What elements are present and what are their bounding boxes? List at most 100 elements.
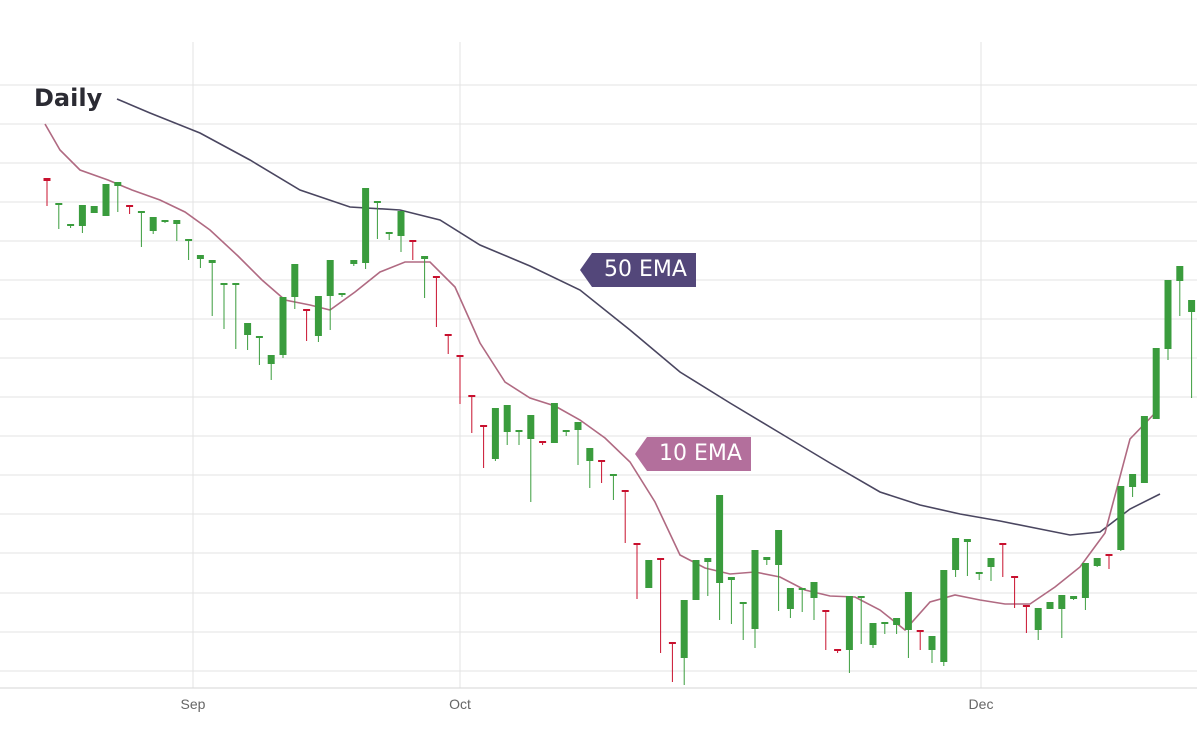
candle (869, 623, 877, 648)
candle (421, 256, 429, 298)
candle (786, 588, 794, 618)
candle-body (881, 622, 889, 624)
candle (987, 558, 995, 581)
candle-body (55, 203, 63, 205)
candle-body (704, 558, 712, 562)
candle-body (220, 283, 228, 285)
candle (456, 355, 464, 404)
candle (173, 220, 181, 241)
candle (255, 336, 263, 365)
candle (657, 558, 665, 653)
candle-body (739, 602, 747, 604)
candle (633, 543, 641, 599)
candle (1105, 554, 1113, 569)
candle (244, 323, 252, 350)
candle (314, 296, 322, 342)
candle (373, 201, 381, 239)
candle-body (515, 430, 523, 432)
candle (1022, 605, 1030, 633)
candle (857, 596, 865, 644)
candle-body (255, 336, 263, 338)
candle (574, 422, 582, 465)
candle-body (680, 600, 688, 658)
candle-body (1022, 605, 1030, 607)
candle-body (149, 217, 157, 231)
candle-body (810, 582, 818, 598)
candle (845, 596, 853, 673)
candle (1129, 474, 1137, 497)
candle (952, 538, 960, 577)
candle (338, 293, 346, 297)
candle-body (1117, 486, 1125, 550)
candle (468, 395, 476, 433)
candle (43, 178, 51, 206)
candle-body (90, 206, 98, 213)
candle-body (409, 240, 417, 242)
candle-body (137, 211, 145, 213)
candle-body (716, 495, 724, 583)
candle (1188, 300, 1196, 398)
candle-body (963, 539, 971, 542)
candle (67, 224, 75, 228)
candle (727, 577, 735, 624)
candle-body (1011, 576, 1019, 578)
candle-body (775, 530, 783, 565)
candle (739, 602, 747, 640)
candle-body (562, 430, 570, 432)
candle-body (244, 323, 252, 335)
candle (621, 490, 629, 543)
candle (1058, 595, 1066, 638)
ema-10-label: 10 EMA (635, 437, 751, 471)
candle (326, 260, 334, 330)
candle (668, 642, 676, 682)
candle-body (598, 460, 606, 462)
candle-body (397, 211, 405, 236)
ema-50-line (116, 98, 1161, 536)
candle-body (303, 309, 311, 311)
candle-body (1140, 416, 1148, 483)
candle-body (468, 395, 476, 397)
candle-body (952, 538, 960, 570)
candle (940, 570, 948, 666)
candle (161, 220, 169, 223)
ema-10-series (44, 123, 1159, 632)
candle (90, 206, 98, 213)
candle (515, 430, 523, 445)
candle (539, 441, 547, 445)
candle (822, 610, 830, 650)
candle (397, 211, 405, 252)
candle-body (539, 441, 547, 443)
candle-body (67, 224, 75, 226)
candle-body (999, 543, 1007, 545)
candle-body (161, 220, 169, 222)
candle (916, 630, 924, 650)
candle-body (338, 293, 346, 295)
chart-title: Daily (34, 84, 103, 112)
candle-body (633, 543, 641, 545)
candle (303, 309, 311, 341)
x-tick-label: Sep (181, 696, 206, 712)
candle (562, 430, 570, 436)
candle (114, 182, 122, 212)
candle (716, 495, 724, 620)
candle (645, 560, 653, 588)
candle-body (185, 239, 193, 241)
candle-body (173, 220, 181, 224)
candle-body (232, 283, 240, 285)
candle (1164, 280, 1172, 360)
candle-body (114, 182, 122, 186)
candle (999, 543, 1007, 577)
candle (350, 260, 358, 266)
ema-50-series (116, 98, 1161, 536)
candle (291, 264, 299, 309)
candle-body (1070, 596, 1078, 599)
candle-body (609, 474, 617, 476)
candle (220, 283, 228, 329)
candle (881, 622, 889, 634)
candle (1140, 416, 1148, 483)
candle (1152, 348, 1160, 419)
ema-50-label: 50 EMA (580, 253, 696, 287)
candle-body (692, 560, 700, 600)
candle-body (444, 334, 452, 336)
